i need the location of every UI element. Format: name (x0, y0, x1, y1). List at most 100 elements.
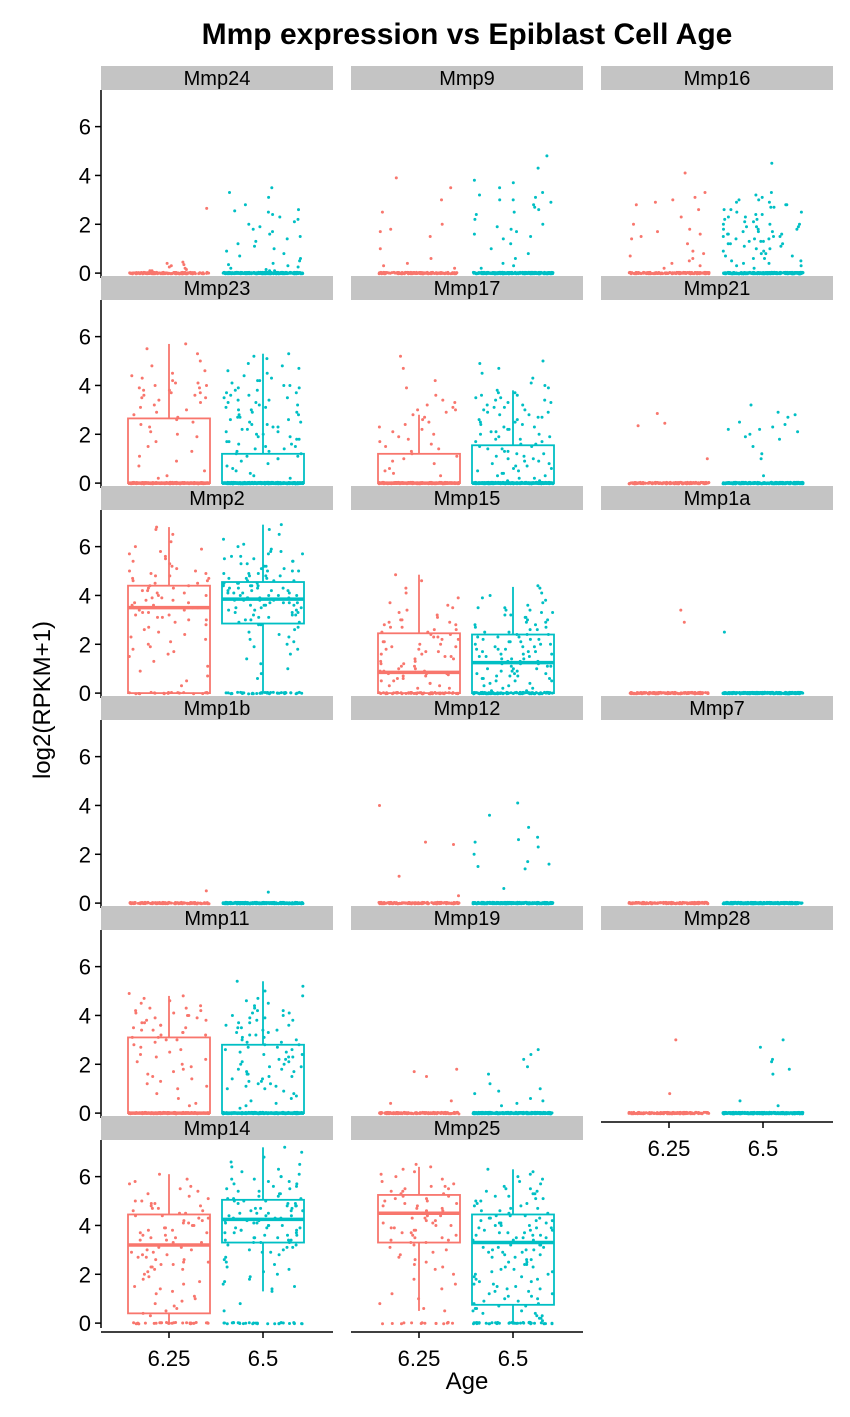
data-point (659, 690, 663, 694)
data-point (133, 545, 137, 549)
data-point (707, 271, 711, 274)
data-point (522, 481, 526, 485)
data-point (757, 198, 761, 202)
data-point (516, 674, 520, 678)
y-tick-label: 0 (79, 891, 91, 916)
data-point (156, 594, 160, 597)
data-point (242, 598, 246, 602)
data-point (175, 432, 179, 436)
data-point (698, 482, 702, 486)
data-point (297, 208, 300, 212)
data-point (778, 437, 781, 441)
data-point (734, 237, 738, 241)
data-point (537, 208, 541, 212)
data-point (759, 271, 763, 275)
data-point (503, 481, 507, 485)
data-point (405, 482, 409, 486)
data-point (755, 217, 759, 221)
y-tick-label: 6 (79, 115, 91, 140)
data-point (686, 242, 689, 246)
data-point (486, 447, 490, 451)
data-point (142, 388, 146, 392)
data-point (639, 235, 643, 238)
data-point (756, 482, 760, 486)
points-6.25 (128, 206, 211, 276)
data-point (450, 481, 454, 485)
y-tick-label: 2 (79, 422, 91, 447)
data-point (384, 647, 388, 651)
data-point (379, 901, 383, 905)
data-point (234, 481, 238, 485)
data-point (729, 208, 733, 212)
data-point (155, 901, 159, 905)
data-point (434, 481, 438, 485)
box (127, 584, 211, 695)
data-point (795, 227, 799, 231)
data-point (501, 272, 505, 276)
data-point (173, 901, 176, 905)
data-point (492, 692, 496, 696)
data-point (538, 271, 542, 275)
data-point (160, 615, 164, 619)
data-point (399, 354, 402, 358)
data-point (181, 272, 185, 276)
data-point (737, 481, 741, 485)
data-point (427, 420, 431, 424)
data-point (455, 454, 459, 458)
data-point (451, 691, 454, 695)
data-point (382, 669, 386, 673)
data-point (476, 469, 480, 473)
data-point (204, 901, 208, 905)
data-point (131, 647, 135, 651)
data-point (420, 427, 424, 431)
data-point (146, 271, 150, 275)
data-point (299, 481, 303, 485)
data-point (639, 272, 643, 276)
data-point (164, 481, 168, 485)
data-point (548, 435, 552, 439)
data-point (150, 596, 154, 600)
data-point (284, 270, 288, 274)
data-point (178, 482, 182, 486)
data-point (267, 692, 271, 696)
data-point (153, 384, 157, 387)
data-point (222, 270, 226, 274)
data-point (297, 620, 301, 624)
data-point (168, 901, 172, 905)
data-point (794, 691, 798, 695)
data-point (236, 398, 240, 402)
data-point (508, 640, 512, 644)
data-point (501, 686, 505, 690)
data-point (261, 432, 265, 436)
data-point (397, 667, 401, 671)
data-point (271, 213, 275, 216)
data-point (425, 271, 429, 275)
data-point (279, 523, 283, 527)
data-point (150, 364, 154, 368)
data-point (256, 677, 259, 680)
data-point (749, 691, 753, 695)
data-point (753, 481, 757, 484)
data-point (492, 405, 496, 409)
data-point (499, 652, 503, 656)
data-point (246, 362, 250, 365)
data-point (257, 403, 261, 407)
data-point (267, 449, 271, 453)
data-point (379, 652, 383, 656)
data-point (299, 272, 303, 276)
data-point (545, 154, 549, 158)
data-point (776, 410, 780, 414)
data-point (269, 589, 273, 593)
data-point (542, 452, 546, 456)
data-point (506, 401, 510, 404)
data-point (687, 259, 691, 263)
data-point (232, 901, 236, 905)
data-point (258, 691, 262, 695)
data-point (494, 430, 498, 434)
facet-strip-label: Mmp16 (684, 68, 751, 90)
data-point (456, 637, 460, 641)
data-point (630, 481, 634, 485)
data-point (493, 645, 497, 649)
data-point (198, 391, 202, 395)
